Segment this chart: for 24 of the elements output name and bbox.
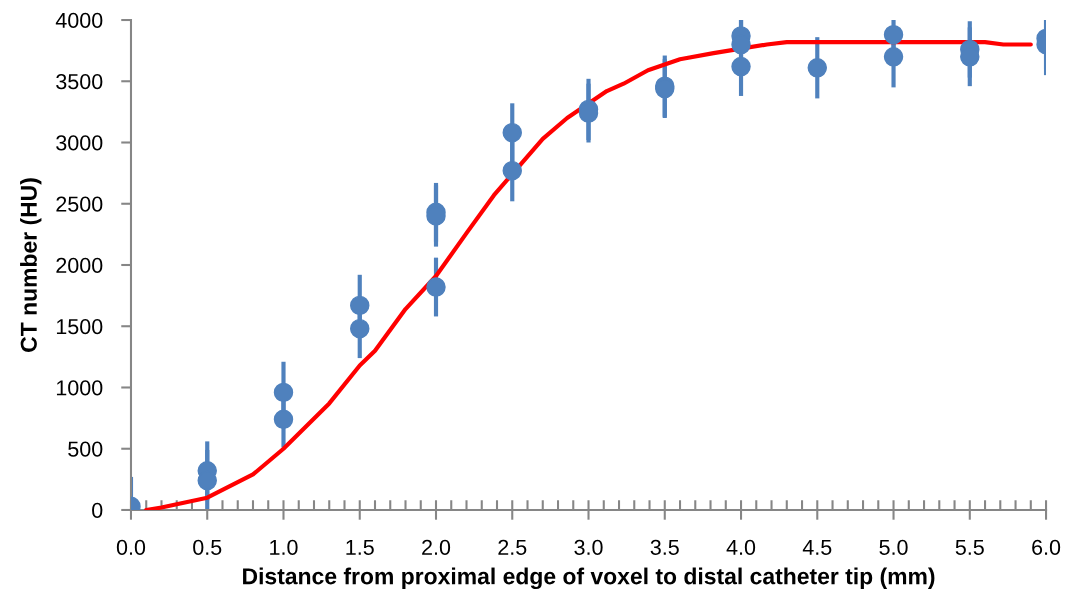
x-tick-label: 5.0	[879, 539, 908, 555]
x-tick-label: 0.5	[193, 539, 222, 555]
x-tick-label: 4.0	[726, 539, 756, 555]
y-axis-title: CT number (HU)	[20, 178, 42, 352]
y-tick-label: 4000	[55, 12, 103, 29]
y-tick-label: 2500	[56, 196, 103, 212]
y-tick-label: 2000	[56, 257, 103, 274]
x-tick-label: 1.5	[346, 539, 374, 555]
x-tick-label: 6.0	[1032, 539, 1061, 555]
y-tick-label: 3500	[56, 74, 103, 90]
x-tick-label: 1.0	[270, 539, 298, 555]
x-axis-title: Distance from proximal edge of voxel to distal catheter tip (mm)	[243, 567, 935, 590]
x-tick-label: 2.0	[422, 539, 451, 555]
y-tick-label: 0	[92, 502, 103, 518]
y-tick-label: 3000	[56, 135, 103, 151]
x-tick-label: 0.0	[116, 539, 146, 555]
x-tick-label: 2.5	[498, 539, 527, 555]
x-tick-label: 3.0	[574, 539, 603, 555]
y-tick-label: 1500	[56, 319, 103, 335]
y-tick-label: 1000	[56, 380, 103, 396]
y-tick-label: 500	[68, 441, 103, 457]
x-tick-label: 4.5	[802, 539, 832, 555]
x-tick-label: 5.5	[955, 539, 984, 555]
x-tick-label: 3.5	[650, 539, 679, 555]
